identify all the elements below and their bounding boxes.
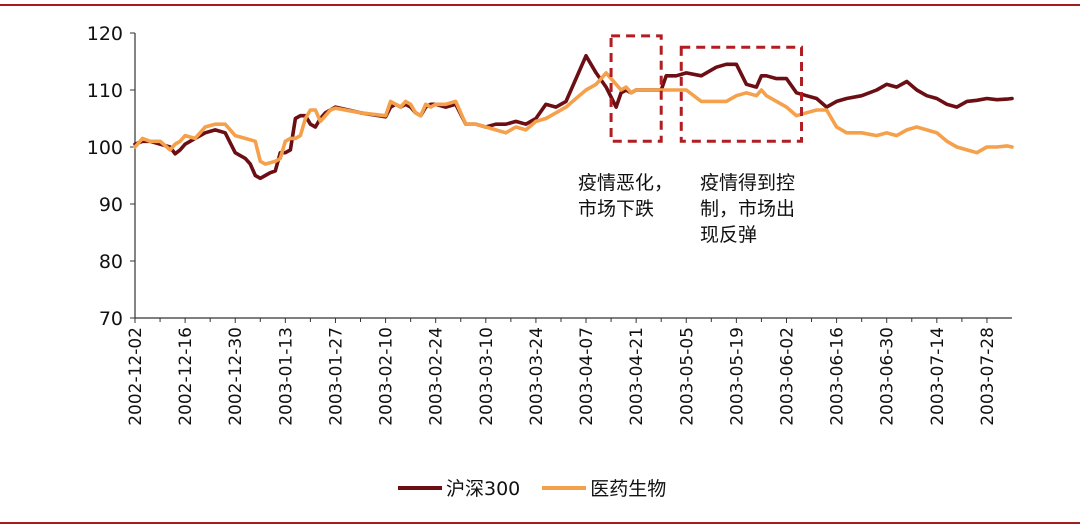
x-tick-label: 2003-01-27 <box>326 327 346 426</box>
series-line-hs300 <box>133 53 1014 181</box>
top-frame-line <box>0 4 1080 6</box>
x-tick-label: 2003-07-28 <box>978 327 998 426</box>
y-tick-labels: 70 80 90 100 110 120 <box>87 23 123 330</box>
x-tick-label: 2002-12-02 <box>126 327 146 426</box>
y-tick-label: 70 <box>99 308 123 330</box>
x-tick-label: 2003-03-10 <box>477 327 497 426</box>
legend-label-hs300: 沪深300 <box>446 478 521 500</box>
y-tick-label: 80 <box>99 251 123 273</box>
x-tick-label: 2003-04-07 <box>577 327 597 426</box>
x-tick-label: 2003-02-10 <box>377 327 397 426</box>
chart-series <box>133 53 1014 181</box>
x-tick-label: 2003-05-19 <box>727 327 747 426</box>
annotation-text-rebound: 疫情得到控 制，市场出 现反弹 <box>700 172 796 246</box>
y-tick-label: 100 <box>87 137 123 159</box>
chart-legend: 沪深300 医药生物 <box>398 474 688 501</box>
x-tick-label: 2003-06-30 <box>878 327 898 426</box>
bottom-frame-line <box>0 522 1080 524</box>
y-tick-label: 120 <box>87 23 123 45</box>
x-tick-label: 2003-07-14 <box>928 327 948 426</box>
x-tick-label: 2002-12-16 <box>176 327 196 426</box>
x-tick-labels: 2002-12-02 2002-12-16 2002-12-30 2003-01-13… <box>126 327 998 426</box>
annotation-box-2 <box>679 45 804 143</box>
x-tick-label: 2003-02-24 <box>427 327 447 426</box>
x-tick-label: 2003-04-21 <box>627 327 647 426</box>
y-tick-label: 90 <box>99 194 123 216</box>
annotation-text-decline: 疫情恶化， 市场下跌 <box>578 172 674 220</box>
y-tick-label: 110 <box>87 80 123 102</box>
annotation-boxes <box>609 34 804 143</box>
x-tick-label: 2003-06-02 <box>777 327 797 426</box>
x-tick-label: 2003-05-05 <box>677 327 697 426</box>
legend-swatch-pharma <box>542 485 587 490</box>
series-line-pharma <box>133 71 1014 166</box>
x-tick-label: 2003-06-16 <box>828 327 848 426</box>
legend-item-pharma: 医药生物 <box>542 474 666 501</box>
x-tick-label: 2003-01-13 <box>276 327 296 426</box>
legend-label-pharma: 医药生物 <box>590 478 667 500</box>
annotation-box-1 <box>609 34 663 143</box>
legend-item-hs300: 沪深300 <box>398 474 520 501</box>
legend-swatch-hs300 <box>398 485 442 490</box>
x-tick-label: 2002-12-30 <box>226 327 246 426</box>
x-tick-label: 2003-03-24 <box>527 327 547 426</box>
chart-axes <box>130 32 1012 323</box>
